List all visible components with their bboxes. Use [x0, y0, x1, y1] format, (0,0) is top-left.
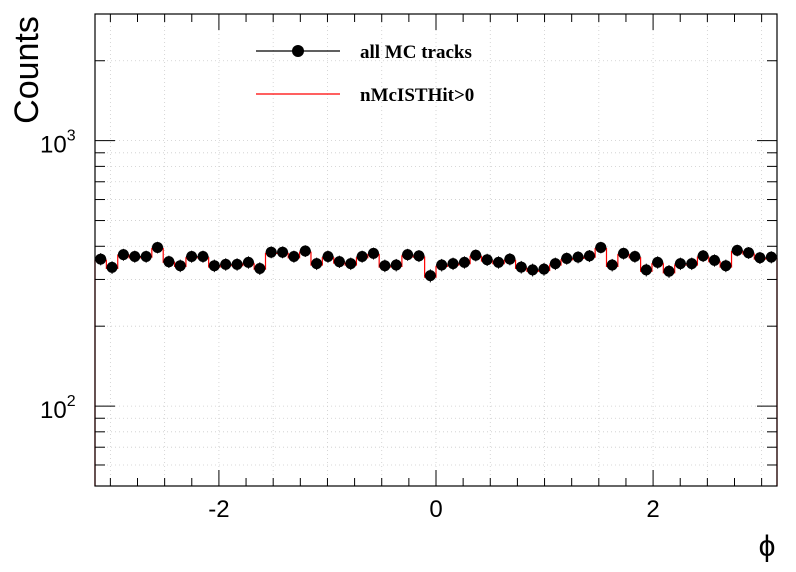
data-point	[458, 256, 470, 268]
data-point	[254, 262, 266, 274]
data-point	[186, 251, 198, 263]
data-point	[731, 244, 743, 256]
data-point	[743, 247, 755, 259]
data-point	[140, 251, 152, 263]
data-point	[333, 256, 345, 268]
data-point	[265, 246, 277, 258]
data-point	[311, 258, 323, 270]
data-point	[720, 260, 732, 272]
y-tick-label: 102	[40, 393, 76, 424]
x-tick-label: 2	[646, 496, 659, 523]
data-point	[367, 247, 379, 259]
data-point	[413, 250, 425, 262]
data-point	[356, 251, 368, 263]
series-points	[95, 241, 777, 283]
data-point	[538, 263, 550, 275]
data-point	[572, 251, 584, 263]
data-point	[174, 260, 186, 272]
data-point	[322, 251, 334, 263]
data-point	[493, 256, 505, 268]
y-tick-label: 103	[40, 128, 76, 159]
data-point	[561, 252, 573, 264]
data-point	[208, 260, 220, 272]
data-point	[288, 251, 300, 263]
data-point	[583, 250, 595, 262]
legend-label-ist: nMcISTHit>0	[360, 85, 474, 106]
data-point	[447, 258, 459, 270]
data-point	[595, 241, 607, 253]
data-point	[527, 264, 539, 276]
data-point	[686, 258, 698, 270]
data-point	[402, 249, 414, 261]
data-point	[379, 260, 391, 272]
data-point	[640, 264, 652, 276]
tick-labels: -2 0 2 102 103	[40, 128, 660, 523]
data-point	[481, 254, 493, 266]
data-point	[549, 258, 561, 270]
data-point	[754, 252, 766, 264]
data-point	[95, 253, 107, 265]
x-tick-label: 0	[429, 496, 442, 523]
data-point	[277, 246, 289, 258]
data-point	[663, 265, 675, 277]
data-point	[504, 253, 516, 265]
data-point	[424, 270, 436, 282]
legend: all MC tracks nMcISTHit>0	[256, 42, 474, 106]
data-point	[390, 259, 402, 271]
data-point	[345, 258, 357, 270]
grid	[95, 13, 777, 487]
data-point	[606, 259, 618, 271]
data-point	[231, 258, 243, 270]
data-point	[106, 261, 118, 273]
legend-label-all-mc: all MC tracks	[360, 42, 472, 63]
data-point	[299, 245, 311, 257]
data-point	[515, 261, 527, 273]
data-point	[765, 251, 777, 263]
data-point	[117, 249, 129, 261]
legend-marker-all-mc	[292, 45, 304, 57]
data-point	[129, 251, 141, 263]
x-axis-title: ϕ	[759, 530, 776, 563]
data-point	[436, 259, 448, 271]
axis-ticks	[95, 13, 777, 487]
data-point	[220, 258, 232, 270]
data-point	[652, 256, 664, 268]
data-point	[697, 250, 709, 262]
data-point	[629, 251, 641, 263]
data-point	[152, 241, 164, 253]
data-point	[470, 249, 482, 261]
data-point	[708, 254, 720, 266]
data-point	[163, 256, 175, 268]
data-point	[618, 247, 630, 259]
y-axis-title: Counts	[8, 16, 46, 124]
data-point	[674, 258, 686, 270]
x-tick-label: -2	[208, 496, 229, 523]
data-point	[197, 251, 209, 263]
data-point	[242, 256, 254, 268]
